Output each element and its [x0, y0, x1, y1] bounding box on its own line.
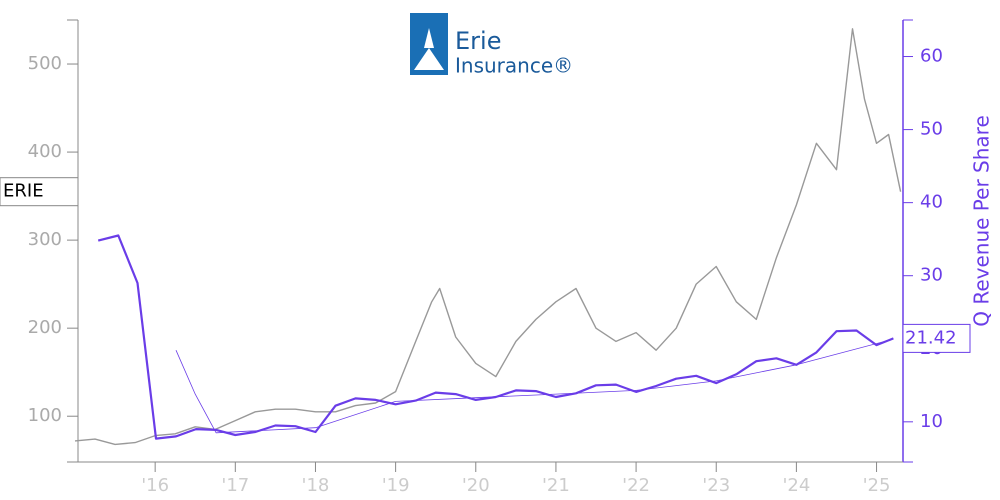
y-tick-label: 400 — [28, 141, 62, 162]
series-line — [175, 338, 893, 434]
y2-tick-label: 10 — [920, 411, 943, 432]
logo-text: Erie — [455, 27, 501, 55]
value-label: 21.42 — [905, 327, 957, 348]
x-tick-label: '20 — [462, 475, 490, 496]
price-label-box — [0, 177, 79, 207]
x-tick-label: '22 — [622, 475, 650, 496]
x-tick-label: '23 — [702, 475, 730, 496]
y2-tick-label: 40 — [920, 192, 943, 213]
x-tick-label: '25 — [863, 475, 891, 496]
x-tick-label: '19 — [382, 475, 410, 496]
y-tick-label: 500 — [28, 53, 62, 74]
y2-tick-label: 30 — [920, 265, 943, 286]
x-tick-label: '17 — [221, 475, 249, 496]
y2-tick-label: 50 — [920, 119, 943, 140]
logo-text: Insurance® — [455, 54, 573, 78]
price-label: ERIE — [3, 181, 44, 202]
logo-building — [414, 28, 444, 70]
y2-tick-label: 60 — [920, 46, 943, 67]
x-tick-label: '18 — [302, 475, 330, 496]
logo: Erie Insurance® — [410, 13, 573, 78]
x-tick-label: '21 — [542, 475, 570, 496]
y-tick-label: 100 — [28, 405, 62, 426]
y2-axis-label: Q Revenue Per Share — [970, 115, 994, 327]
value-label-box — [902, 323, 971, 353]
series-line — [74, 28, 902, 446]
x-tick-label: '24 — [782, 475, 810, 496]
x-tick-label: '16 — [141, 475, 169, 496]
y-tick-label: 300 — [28, 229, 62, 250]
y-tick-label: 200 — [28, 317, 62, 338]
